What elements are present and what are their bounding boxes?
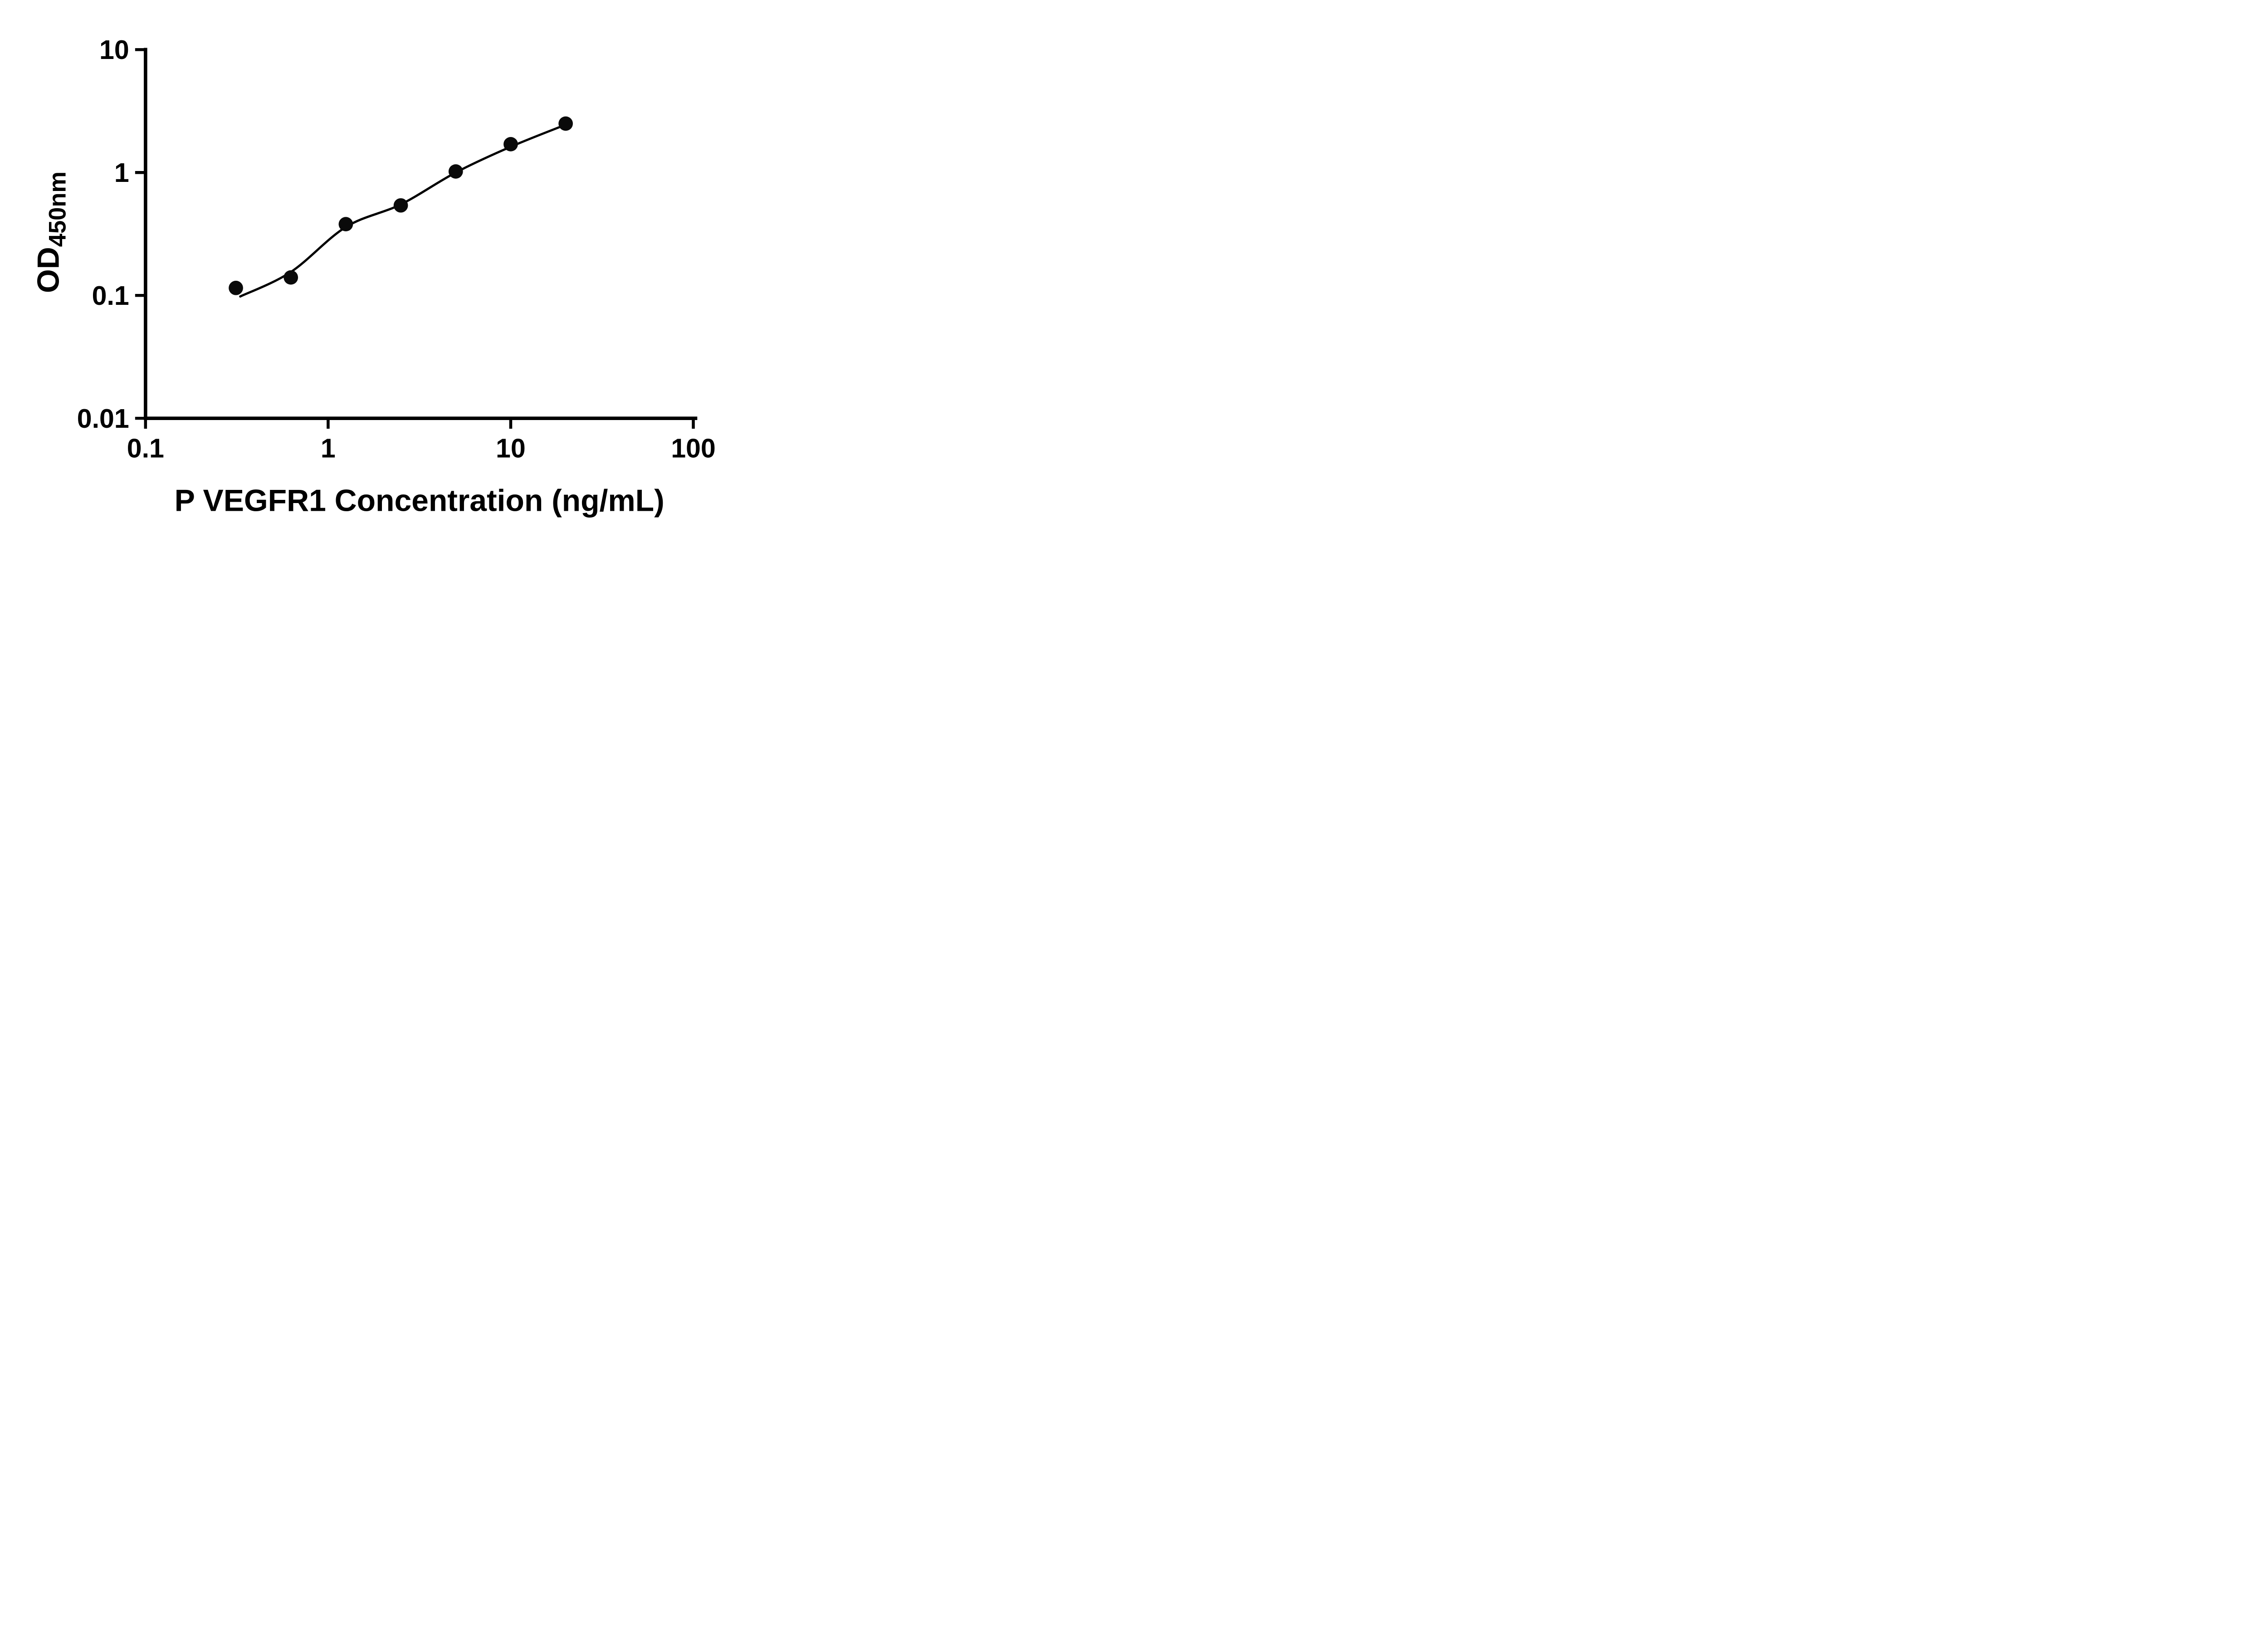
x-tick-label: 10 xyxy=(496,434,526,464)
y-axis-title-main: OD xyxy=(31,247,65,293)
x-tick-label: 0.1 xyxy=(127,434,164,464)
y-axis-title-sub: 450nm xyxy=(44,171,71,247)
data-point xyxy=(284,270,298,285)
y-tick-label: 0.1 xyxy=(92,281,129,311)
data-point xyxy=(338,217,353,232)
y-tick-label: 1 xyxy=(114,158,129,188)
x-tick-label: 100 xyxy=(671,434,716,464)
y-axis-title: OD450nm xyxy=(31,171,71,293)
x-axis-title: P VEGFR1 Concentration (ng/mL) xyxy=(175,484,665,518)
data-point xyxy=(503,137,518,152)
x-tick-label: 1 xyxy=(321,434,336,464)
data-point xyxy=(448,164,463,179)
y-tick-label: 0.01 xyxy=(77,404,129,434)
y-tick-label: 10 xyxy=(99,35,129,65)
chart-canvas: 0.1 1 10 100 0.01 0.1 1 10 P VEGFR1 Concentrati… xyxy=(0,0,774,544)
data-point xyxy=(393,198,408,213)
data-point xyxy=(558,116,573,131)
data-point xyxy=(229,280,243,295)
